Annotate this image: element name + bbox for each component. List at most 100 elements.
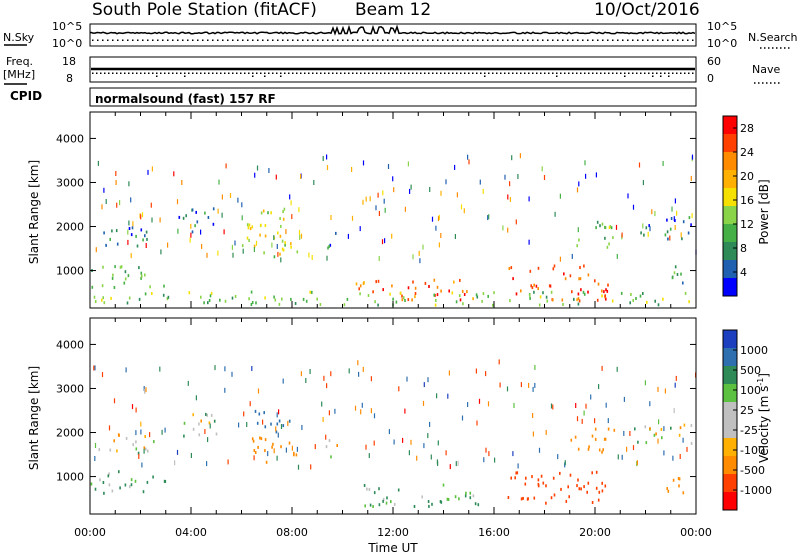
rti-cell — [458, 294, 461, 298]
nsearch-point — [282, 39, 284, 41]
rti-cell — [517, 174, 519, 179]
power-y-axis-label: Slant Range [km] — [27, 160, 41, 264]
nave-point — [548, 72, 550, 74]
rti-cell — [301, 425, 303, 430]
rti-cell — [143, 386, 145, 391]
rti-cell — [135, 440, 137, 444]
nave-point — [120, 72, 122, 74]
rti-cell — [167, 295, 170, 299]
rti-cell — [214, 365, 216, 371]
rti-cell — [284, 241, 286, 245]
rti-cell — [455, 461, 457, 467]
rti-cell — [389, 292, 391, 296]
rti-cell — [587, 273, 590, 277]
rti-cell — [196, 220, 199, 224]
rti-cell — [330, 215, 332, 220]
nave-point — [540, 72, 542, 74]
rti-cell — [559, 471, 561, 475]
rti-cell — [510, 266, 513, 270]
rti-cell — [575, 403, 577, 408]
nave-point — [504, 72, 506, 74]
nave-point — [452, 72, 454, 74]
nave-point — [480, 72, 482, 74]
nave-point — [160, 72, 162, 74]
rti-cell — [282, 217, 285, 221]
rti-cell — [367, 294, 370, 297]
rti-cell — [293, 453, 295, 457]
rti-cell — [219, 298, 221, 302]
rti-cell — [607, 418, 609, 424]
nsearch-point — [572, 39, 574, 41]
rti-cell — [447, 393, 449, 399]
rti-cell — [533, 283, 535, 287]
rti-cell — [587, 481, 590, 485]
rti-cell — [404, 299, 406, 302]
rti-cell — [321, 401, 323, 407]
nave-point — [344, 72, 346, 74]
rti-cell — [515, 292, 518, 296]
nave-point — [280, 72, 282, 74]
rti-cell — [132, 443, 134, 447]
rti-cell — [102, 265, 104, 269]
rti-cell — [144, 435, 146, 438]
rti-cell — [377, 192, 379, 198]
y-tick-label: 4000 — [56, 338, 84, 351]
rti-cell — [666, 487, 668, 491]
rti-cell — [651, 209, 653, 215]
colorbar-tick-label: 100 — [740, 384, 761, 397]
rti-cell — [387, 164, 390, 169]
rti-cell — [140, 271, 143, 275]
title-beam: Beam 12 — [355, 0, 431, 20]
rti-cell — [604, 225, 606, 229]
rti-cell — [467, 154, 469, 160]
nsearch-point — [292, 39, 294, 41]
rti-cell — [407, 161, 409, 167]
rti-cell — [529, 296, 531, 300]
rti-cell — [610, 226, 613, 230]
rti-cell — [118, 470, 120, 474]
rti-cell — [281, 297, 283, 301]
rti-cell — [541, 166, 543, 172]
rti-cell — [262, 209, 265, 213]
rti-cell — [273, 235, 275, 241]
rti-cell — [295, 453, 298, 457]
rti-cell — [213, 419, 216, 423]
rti-cell — [112, 273, 114, 277]
rti-cell — [437, 460, 439, 466]
rti-cell — [302, 297, 305, 301]
rti-cell — [185, 214, 187, 218]
rti-cell — [271, 445, 273, 449]
rti-cell — [598, 490, 601, 494]
nsearch-point — [552, 39, 554, 41]
title-station: South Pole Station (fitACF) — [92, 0, 317, 20]
rti-cell — [373, 440, 375, 446]
nave-point — [280, 75, 282, 77]
nave-point — [144, 72, 146, 74]
rti-cell — [451, 291, 454, 295]
nsearch-point — [212, 39, 214, 41]
nave-point — [164, 72, 166, 74]
nave-point — [460, 72, 462, 74]
nave-point — [252, 75, 254, 77]
freq-frame — [89, 56, 697, 83]
rti-cell — [181, 180, 183, 185]
rti-cell — [248, 239, 250, 242]
rti-cell — [643, 233, 645, 237]
rti-cell — [554, 211, 556, 217]
rti-cell — [285, 447, 287, 453]
nsearch-point — [622, 39, 624, 41]
nsearch-point — [527, 39, 529, 41]
rti-cell — [375, 280, 377, 284]
rti-cell — [482, 188, 484, 194]
nsearch-point — [372, 39, 374, 41]
rti-cell — [208, 421, 211, 425]
rti-cell — [658, 419, 660, 425]
velocity-x-ticks — [89, 318, 697, 514]
rti-cell — [562, 303, 564, 306]
rti-cell — [595, 226, 597, 230]
rti-cell — [131, 226, 134, 230]
rti-cell — [538, 303, 541, 307]
rti-cell — [210, 291, 213, 295]
rti-cell — [150, 202, 152, 208]
x-tick-label: 04:00 — [175, 526, 207, 539]
